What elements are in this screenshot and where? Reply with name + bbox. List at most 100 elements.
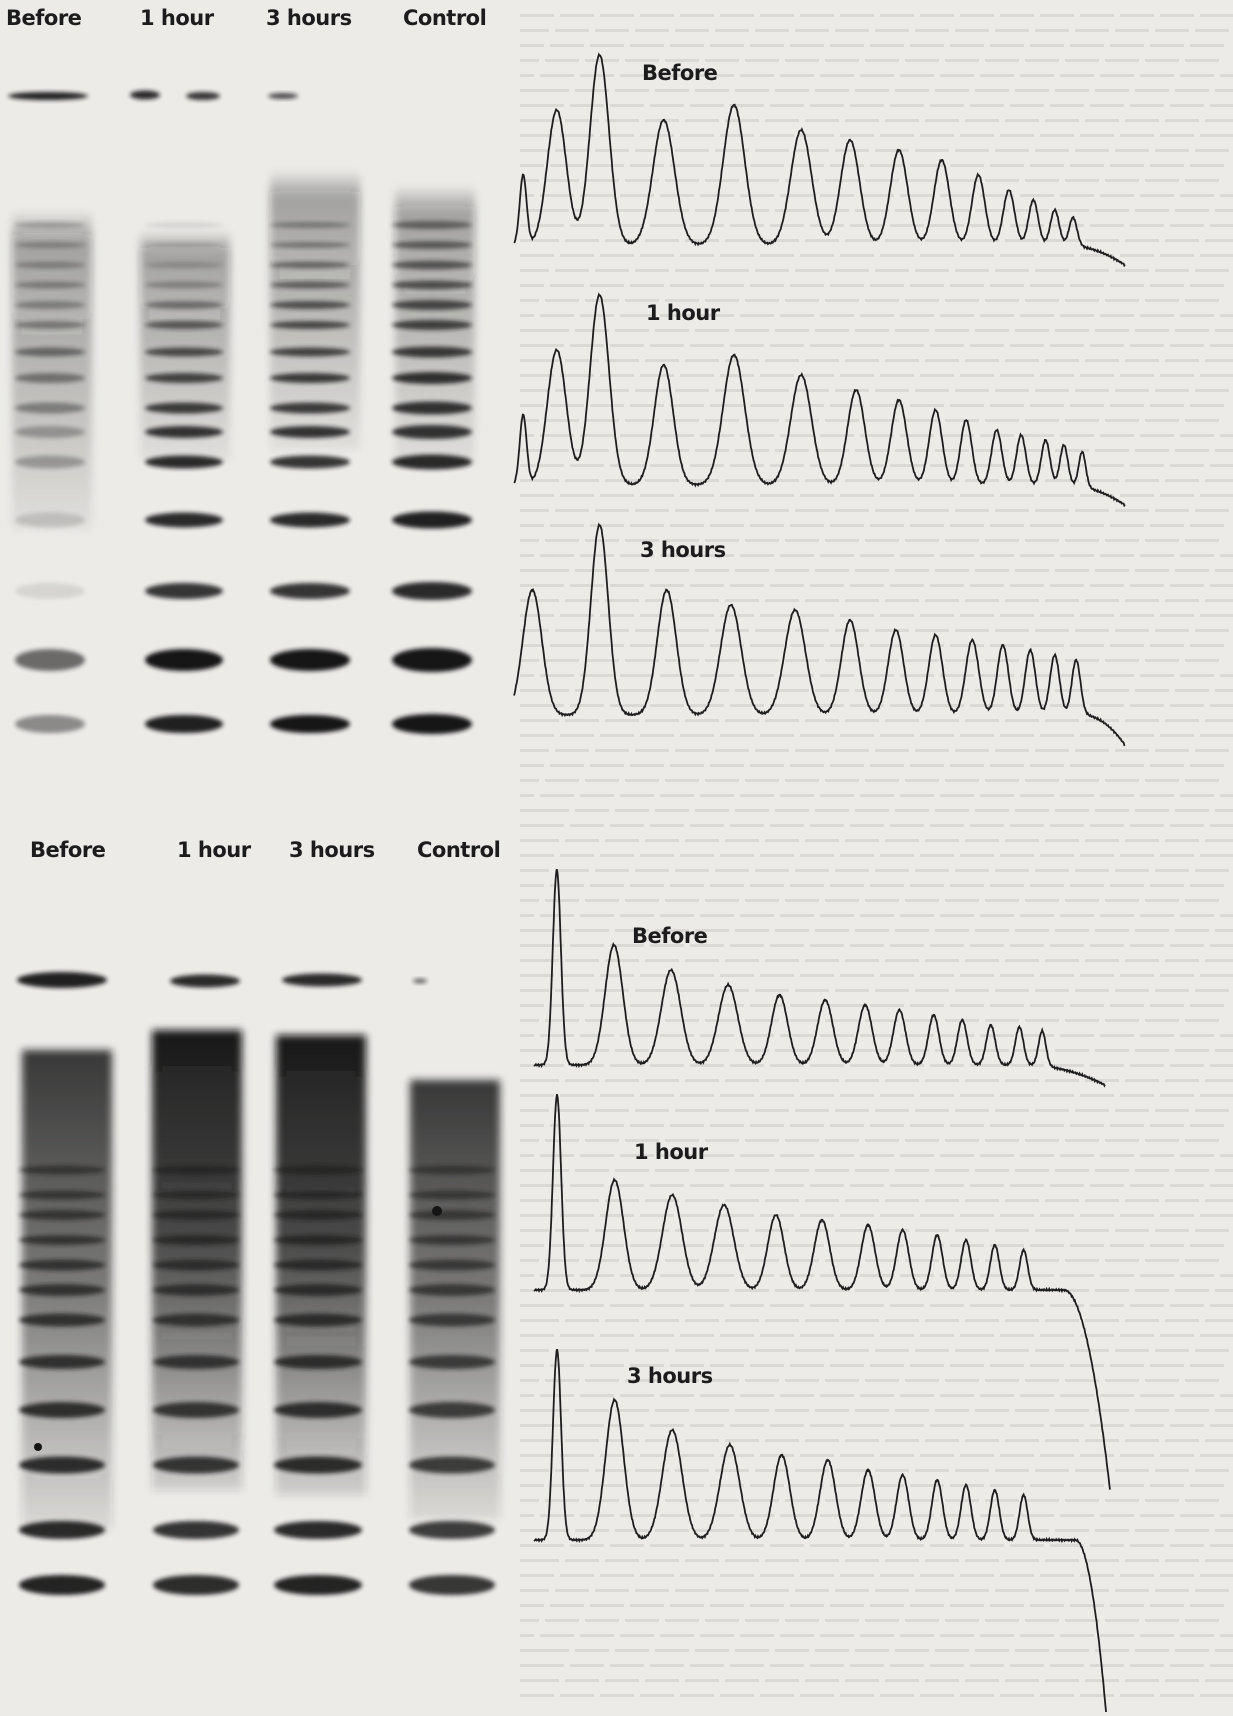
texture-line xyxy=(975,1169,1009,1172)
texture-line xyxy=(845,479,879,482)
texture-line xyxy=(1005,1679,1039,1682)
texture-line xyxy=(520,554,534,557)
texture-line xyxy=(1160,1454,1194,1457)
texture-line xyxy=(550,1244,584,1247)
densitometry-traces xyxy=(513,52,1126,1716)
texture-line xyxy=(1065,1259,1099,1262)
texture-line xyxy=(965,1439,999,1442)
texture-line xyxy=(960,1334,994,1337)
texture-line xyxy=(520,764,544,767)
texture-line xyxy=(1165,119,1199,122)
texture-line xyxy=(1030,164,1064,167)
texture-line xyxy=(520,374,554,377)
texture-line xyxy=(1100,1514,1134,1517)
texture-line xyxy=(725,479,759,482)
texture-line xyxy=(610,944,644,947)
texture-line xyxy=(1145,659,1179,662)
texture-line xyxy=(1210,1424,1233,1427)
texture-line xyxy=(860,794,894,797)
texture-line xyxy=(1105,59,1139,62)
texture-line xyxy=(865,659,899,662)
texture-line xyxy=(520,209,569,212)
texture-line xyxy=(775,329,809,332)
texture-line xyxy=(775,1649,809,1652)
texture-line xyxy=(1075,1349,1109,1352)
texture-line xyxy=(590,644,624,647)
texture-line xyxy=(555,1109,589,1112)
texture-line xyxy=(875,1349,909,1352)
texture-line xyxy=(630,1364,664,1367)
texture-line xyxy=(885,719,919,722)
texture-line xyxy=(550,44,584,47)
texture-line xyxy=(665,1499,699,1502)
texture-line xyxy=(920,1574,954,1577)
texture-line xyxy=(990,404,1024,407)
texture-line xyxy=(880,1574,914,1577)
gel-band xyxy=(8,92,88,100)
texture-line xyxy=(770,944,804,947)
texture-line xyxy=(520,284,544,287)
texture-line xyxy=(860,1514,894,1517)
top-traces xyxy=(513,52,1126,747)
texture-line xyxy=(660,1634,694,1637)
texture-line xyxy=(810,224,844,227)
texture-line xyxy=(555,989,589,992)
texture-line xyxy=(900,314,934,317)
gel-band xyxy=(270,261,350,269)
texture-line xyxy=(840,974,874,977)
texture-line xyxy=(735,1049,769,1052)
texture-line xyxy=(955,989,989,992)
texture-line xyxy=(845,1559,879,1562)
texture-line xyxy=(820,314,854,317)
texture-line xyxy=(900,1274,934,1277)
texture-line xyxy=(580,1394,614,1397)
texture-line xyxy=(1070,524,1104,527)
texture-line xyxy=(520,224,564,227)
texture-line xyxy=(560,374,594,377)
texture-line xyxy=(1130,944,1164,947)
texture-line xyxy=(550,1484,584,1487)
texture-line xyxy=(875,1229,909,1232)
texture-line xyxy=(640,734,674,737)
texture-line xyxy=(945,659,979,662)
texture-line xyxy=(1015,1049,1049,1052)
texture-line xyxy=(1200,254,1233,257)
texture-line xyxy=(720,1094,754,1097)
texture-line xyxy=(1215,569,1233,572)
texture-line xyxy=(550,764,584,767)
texture-line xyxy=(615,569,649,572)
texture-line xyxy=(1060,794,1094,797)
texture-line xyxy=(1055,929,1089,932)
texture-line xyxy=(1170,1664,1204,1667)
texture-line xyxy=(520,1409,569,1412)
gel-band xyxy=(145,649,223,671)
gel-band xyxy=(270,373,350,383)
texture-line xyxy=(765,719,799,722)
texture-line xyxy=(885,1679,919,1682)
texture-line xyxy=(580,1634,614,1637)
texture-line xyxy=(715,389,749,392)
texture-line xyxy=(765,119,799,122)
texture-line xyxy=(520,1514,534,1517)
texture-line xyxy=(695,1529,729,1532)
texture-line xyxy=(960,1214,994,1217)
texture-line xyxy=(715,749,749,752)
texture-line xyxy=(600,1214,634,1217)
texture-line xyxy=(645,239,679,242)
texture-line xyxy=(805,1439,839,1442)
texture-line xyxy=(1150,404,1184,407)
texture-line xyxy=(650,344,684,347)
texture-line xyxy=(1115,29,1149,32)
top-gel xyxy=(8,90,475,734)
texture-line xyxy=(880,254,914,257)
texture-line xyxy=(520,464,564,467)
texture-line xyxy=(660,914,694,917)
texture-line xyxy=(1180,1514,1214,1517)
texture-line xyxy=(840,1574,874,1577)
texture-line xyxy=(750,524,784,527)
texture-line xyxy=(1095,1289,1129,1292)
texture-line xyxy=(520,599,559,602)
texture-line xyxy=(560,974,594,977)
texture-line xyxy=(520,1259,539,1262)
texture-line xyxy=(920,14,954,17)
